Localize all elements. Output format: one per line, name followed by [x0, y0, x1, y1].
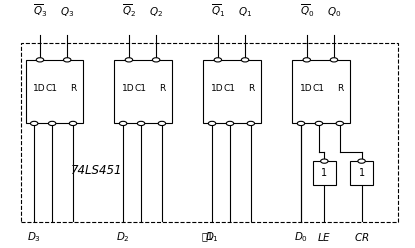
Text: R: R — [248, 84, 254, 93]
Text: C1: C1 — [134, 84, 146, 93]
Circle shape — [297, 121, 305, 125]
Circle shape — [63, 58, 71, 62]
Text: R: R — [70, 84, 76, 93]
Bar — [25, 60, 83, 124]
Text: 图1: 图1 — [202, 231, 213, 241]
Text: $Q_{2}$: $Q_{2}$ — [149, 5, 163, 19]
Circle shape — [30, 121, 38, 125]
Circle shape — [125, 58, 133, 62]
Text: 1D: 1D — [300, 84, 312, 93]
Bar — [203, 60, 261, 124]
Text: $Q_{0}$: $Q_{0}$ — [327, 5, 341, 19]
Text: $Q_{3}$: $Q_{3}$ — [60, 5, 74, 19]
Text: $CR$: $CR$ — [354, 231, 369, 243]
Text: $Q_{1}$: $Q_{1}$ — [238, 5, 252, 19]
Text: $D_1$: $D_1$ — [205, 231, 219, 245]
Circle shape — [214, 58, 222, 62]
Text: C1: C1 — [46, 84, 58, 93]
Text: C1: C1 — [223, 84, 235, 93]
Text: $D_0$: $D_0$ — [294, 231, 308, 245]
Text: $\overline{Q}_{0}$: $\overline{Q}_{0}$ — [300, 2, 314, 19]
Text: 74LS451: 74LS451 — [71, 164, 122, 177]
Text: 1: 1 — [359, 168, 365, 178]
Text: $D_2$: $D_2$ — [116, 231, 130, 245]
Circle shape — [137, 121, 145, 125]
Bar — [313, 161, 336, 185]
Text: 1D: 1D — [122, 84, 134, 93]
Bar — [292, 60, 350, 124]
Bar — [22, 43, 398, 222]
Bar — [350, 161, 373, 185]
Text: C1: C1 — [312, 84, 325, 93]
Text: $\overline{Q}_{3}$: $\overline{Q}_{3}$ — [33, 2, 47, 19]
Circle shape — [36, 58, 44, 62]
Circle shape — [49, 121, 56, 125]
Text: R: R — [337, 84, 343, 93]
Circle shape — [208, 121, 216, 125]
Circle shape — [242, 58, 249, 62]
Circle shape — [69, 121, 77, 125]
Text: $\overline{Q}_{2}$: $\overline{Q}_{2}$ — [122, 2, 136, 19]
Circle shape — [321, 159, 328, 163]
Circle shape — [158, 121, 166, 125]
Circle shape — [120, 121, 127, 125]
Circle shape — [315, 121, 322, 125]
Circle shape — [330, 58, 338, 62]
Circle shape — [247, 121, 254, 125]
Circle shape — [226, 121, 234, 125]
Circle shape — [152, 58, 160, 62]
Circle shape — [358, 159, 365, 163]
Text: R: R — [159, 84, 165, 93]
Text: 1D: 1D — [33, 84, 46, 93]
Circle shape — [336, 121, 344, 125]
Circle shape — [303, 58, 310, 62]
Text: $LE$: $LE$ — [317, 231, 332, 243]
Text: 1: 1 — [321, 168, 327, 178]
Text: $D_3$: $D_3$ — [27, 231, 41, 245]
Text: $\overline{Q}_{1}$: $\overline{Q}_{1}$ — [211, 2, 225, 19]
Text: 1D: 1D — [211, 84, 223, 93]
Bar — [115, 60, 172, 124]
